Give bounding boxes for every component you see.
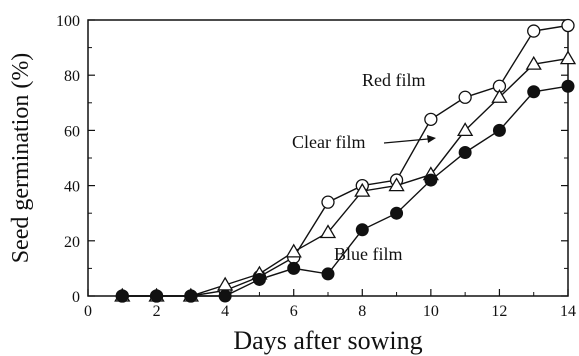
tick-labels: 0 2 4 6 8 10 12 14 0 20 40 60 80 100 xyxy=(56,13,576,320)
data-point-clear-film xyxy=(285,243,302,258)
x-tick-label: 14 xyxy=(560,303,576,320)
x-tick-label: 8 xyxy=(358,303,366,320)
data-point-red-film xyxy=(561,18,575,33)
annotation-blue-film: Blue film xyxy=(334,244,403,264)
y-axis-title: Seed germination (%) xyxy=(8,53,34,264)
data-point-blue-film xyxy=(115,289,129,303)
data-point-blue-film xyxy=(218,289,232,303)
data-point-clear-film xyxy=(354,182,371,197)
annotation-clear-film-arrowhead xyxy=(427,135,436,143)
annotation-clear-film: Clear film xyxy=(292,132,365,152)
y-tick-label: 20 xyxy=(64,234,80,251)
data-point-blue-film xyxy=(287,261,301,275)
data-point-blue-film xyxy=(424,173,438,187)
data-point-blue-film xyxy=(527,85,541,99)
data-point-clear-film xyxy=(388,177,405,192)
data-point-blue-film xyxy=(458,145,472,159)
x-tick-label: 6 xyxy=(290,303,298,320)
data-point-clear-film xyxy=(491,88,508,103)
x-tick-label: 2 xyxy=(153,303,161,320)
data-point-blue-film xyxy=(561,79,575,93)
data-point-red-film xyxy=(321,195,335,209)
y-tick-label: 60 xyxy=(64,123,80,140)
x-tick-label: 12 xyxy=(491,303,507,320)
y-tick-label: 80 xyxy=(64,68,80,85)
annotation-clear-film-arrow xyxy=(383,138,429,144)
series-line-blue-film xyxy=(122,85,569,297)
y-tick-label: 100 xyxy=(56,13,80,30)
data-point-red-film xyxy=(458,90,472,104)
data-point-clear-film xyxy=(559,50,577,65)
axis-ticks xyxy=(87,19,569,297)
data-point-blue-film xyxy=(184,289,198,303)
x-tick-label: 4 xyxy=(221,303,229,320)
data-point-red-film xyxy=(424,112,438,127)
y-tick-label: 40 xyxy=(64,179,80,196)
x-tick-label: 0 xyxy=(84,303,92,320)
data-point-clear-film xyxy=(457,122,474,137)
x-tick-label: 10 xyxy=(423,303,439,320)
data-point-blue-film xyxy=(355,223,369,237)
x-axis-title: Days after sowing xyxy=(233,326,422,355)
plot-frame xyxy=(87,19,569,297)
annotation-red-film: Red film xyxy=(362,70,426,90)
data-point-red-film xyxy=(527,24,541,38)
data-point-blue-film xyxy=(252,272,266,286)
series-layer xyxy=(114,18,577,303)
data-point-clear-film xyxy=(319,224,337,239)
data-point-blue-film xyxy=(150,289,164,303)
y-tick-label: 0 xyxy=(72,289,80,306)
series-blue-film xyxy=(115,79,575,303)
data-point-blue-film xyxy=(321,267,335,281)
data-point-blue-film xyxy=(390,206,404,220)
data-point-blue-film xyxy=(492,123,506,137)
data-point-clear-film xyxy=(525,55,542,70)
